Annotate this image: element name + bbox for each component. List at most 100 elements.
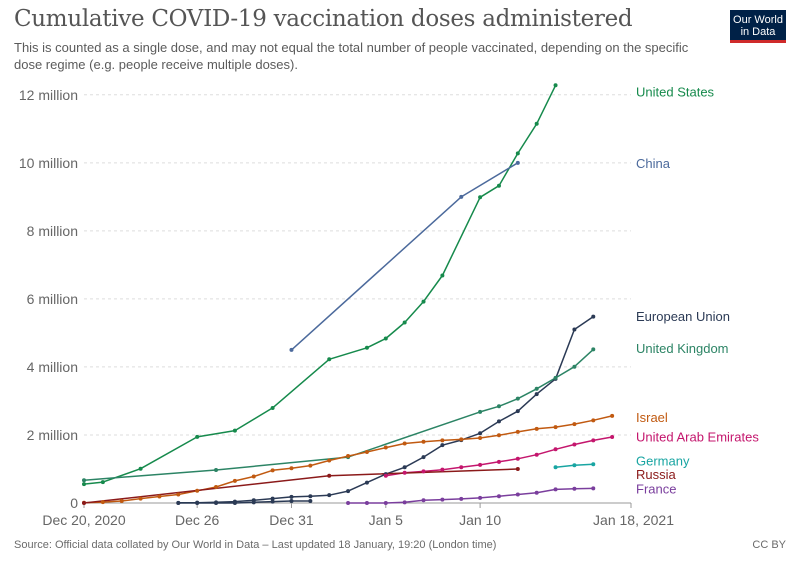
y-tick-label: 2 million bbox=[27, 427, 78, 443]
data-point bbox=[440, 273, 445, 278]
data-point bbox=[383, 336, 388, 341]
data-point bbox=[176, 501, 181, 505]
data-point bbox=[327, 473, 332, 478]
data-point bbox=[534, 392, 539, 397]
data-point bbox=[478, 409, 483, 414]
y-tick-label: 4 million bbox=[27, 359, 78, 375]
data-point bbox=[195, 501, 200, 505]
data-point bbox=[591, 462, 596, 467]
data-point bbox=[214, 468, 219, 473]
data-point bbox=[421, 498, 426, 503]
x-tick-label: Dec 20, 2020 bbox=[42, 512, 125, 528]
data-point bbox=[572, 327, 577, 332]
owid-logo[interactable]: Our World in Data bbox=[730, 10, 786, 43]
x-tick-label: Dec 26 bbox=[175, 512, 220, 528]
data-point bbox=[515, 429, 520, 434]
data-point bbox=[138, 496, 143, 501]
data-point bbox=[308, 463, 313, 468]
data-point bbox=[270, 496, 275, 501]
data-point bbox=[402, 320, 407, 325]
data-point bbox=[364, 480, 369, 485]
data-point bbox=[553, 83, 558, 88]
data-point bbox=[591, 418, 596, 423]
data-point bbox=[289, 347, 294, 352]
series-line bbox=[83, 84, 557, 485]
data-point bbox=[515, 396, 520, 401]
series-line bbox=[178, 500, 311, 504]
series-label: European Union bbox=[636, 309, 730, 324]
data-point bbox=[289, 466, 294, 471]
x-tick-label: Jan 18, 2021 bbox=[593, 512, 674, 528]
data-point bbox=[478, 195, 483, 200]
data-point bbox=[496, 494, 501, 499]
data-point bbox=[195, 488, 200, 493]
data-point bbox=[496, 459, 501, 464]
data-point bbox=[214, 485, 219, 490]
data-point bbox=[591, 486, 596, 491]
data-point bbox=[459, 437, 464, 442]
data-point bbox=[534, 426, 539, 431]
data-point bbox=[515, 456, 520, 461]
data-point bbox=[515, 151, 520, 156]
data-point bbox=[459, 194, 464, 199]
data-point bbox=[572, 364, 577, 369]
x-axis: Dec 20, 2020 Dec 26 Dec 31 Jan 5 Jan 10 Jan 1… bbox=[42, 502, 674, 528]
data-point bbox=[402, 470, 407, 475]
series-label: Germany bbox=[636, 453, 690, 468]
data-point bbox=[308, 494, 313, 499]
data-point bbox=[591, 347, 596, 352]
series-label: United Arab Emirates bbox=[636, 430, 759, 445]
series-label: France bbox=[636, 482, 676, 497]
data-point bbox=[138, 466, 143, 471]
data-point bbox=[82, 478, 86, 483]
data-point bbox=[572, 442, 577, 447]
data-point bbox=[553, 487, 558, 492]
y-tick-label: 0 bbox=[70, 495, 78, 511]
y-axis-tick-labels: 0 2 million 4 million 6 million 8 million 10 … bbox=[19, 87, 78, 511]
data-point bbox=[346, 489, 351, 494]
data-point bbox=[270, 499, 275, 504]
data-point bbox=[440, 497, 445, 502]
series-labels: United States China European Union United K… bbox=[636, 84, 759, 496]
data-point bbox=[515, 492, 520, 497]
data-point bbox=[383, 501, 388, 505]
data-point bbox=[440, 443, 445, 448]
y-gridlines bbox=[84, 94, 631, 436]
data-point bbox=[270, 468, 275, 473]
y-tick-label: 12 million bbox=[19, 87, 78, 103]
data-point bbox=[553, 375, 558, 380]
series-points bbox=[82, 83, 615, 505]
data-point bbox=[364, 501, 369, 505]
data-point bbox=[610, 413, 615, 418]
data-point bbox=[195, 434, 200, 439]
series-label: China bbox=[636, 156, 671, 171]
data-point bbox=[364, 345, 369, 350]
data-point bbox=[270, 405, 275, 410]
y-tick-label: 8 million bbox=[27, 223, 78, 239]
data-point bbox=[346, 501, 351, 505]
data-point bbox=[289, 498, 294, 503]
data-point bbox=[100, 500, 105, 505]
data-point bbox=[421, 455, 426, 460]
data-point bbox=[553, 465, 558, 470]
chart-subtitle: This is counted as a single dose, and ma… bbox=[14, 40, 689, 72]
data-point bbox=[591, 438, 596, 443]
data-point bbox=[421, 469, 426, 474]
data-point bbox=[459, 496, 464, 501]
series-label: United States bbox=[636, 84, 715, 99]
data-point bbox=[364, 449, 369, 454]
y-tick-label: 10 million bbox=[19, 155, 78, 171]
data-point bbox=[383, 473, 388, 478]
series-line bbox=[348, 487, 594, 504]
data-point bbox=[289, 494, 294, 499]
data-point bbox=[157, 494, 162, 499]
data-point bbox=[610, 435, 615, 440]
data-point bbox=[232, 478, 237, 483]
logo-line-1: Our World bbox=[733, 14, 783, 26]
data-point bbox=[327, 493, 332, 498]
data-point bbox=[119, 498, 124, 503]
data-point bbox=[478, 495, 483, 500]
data-point bbox=[440, 467, 445, 472]
license-link[interactable]: CC BY bbox=[752, 539, 786, 551]
